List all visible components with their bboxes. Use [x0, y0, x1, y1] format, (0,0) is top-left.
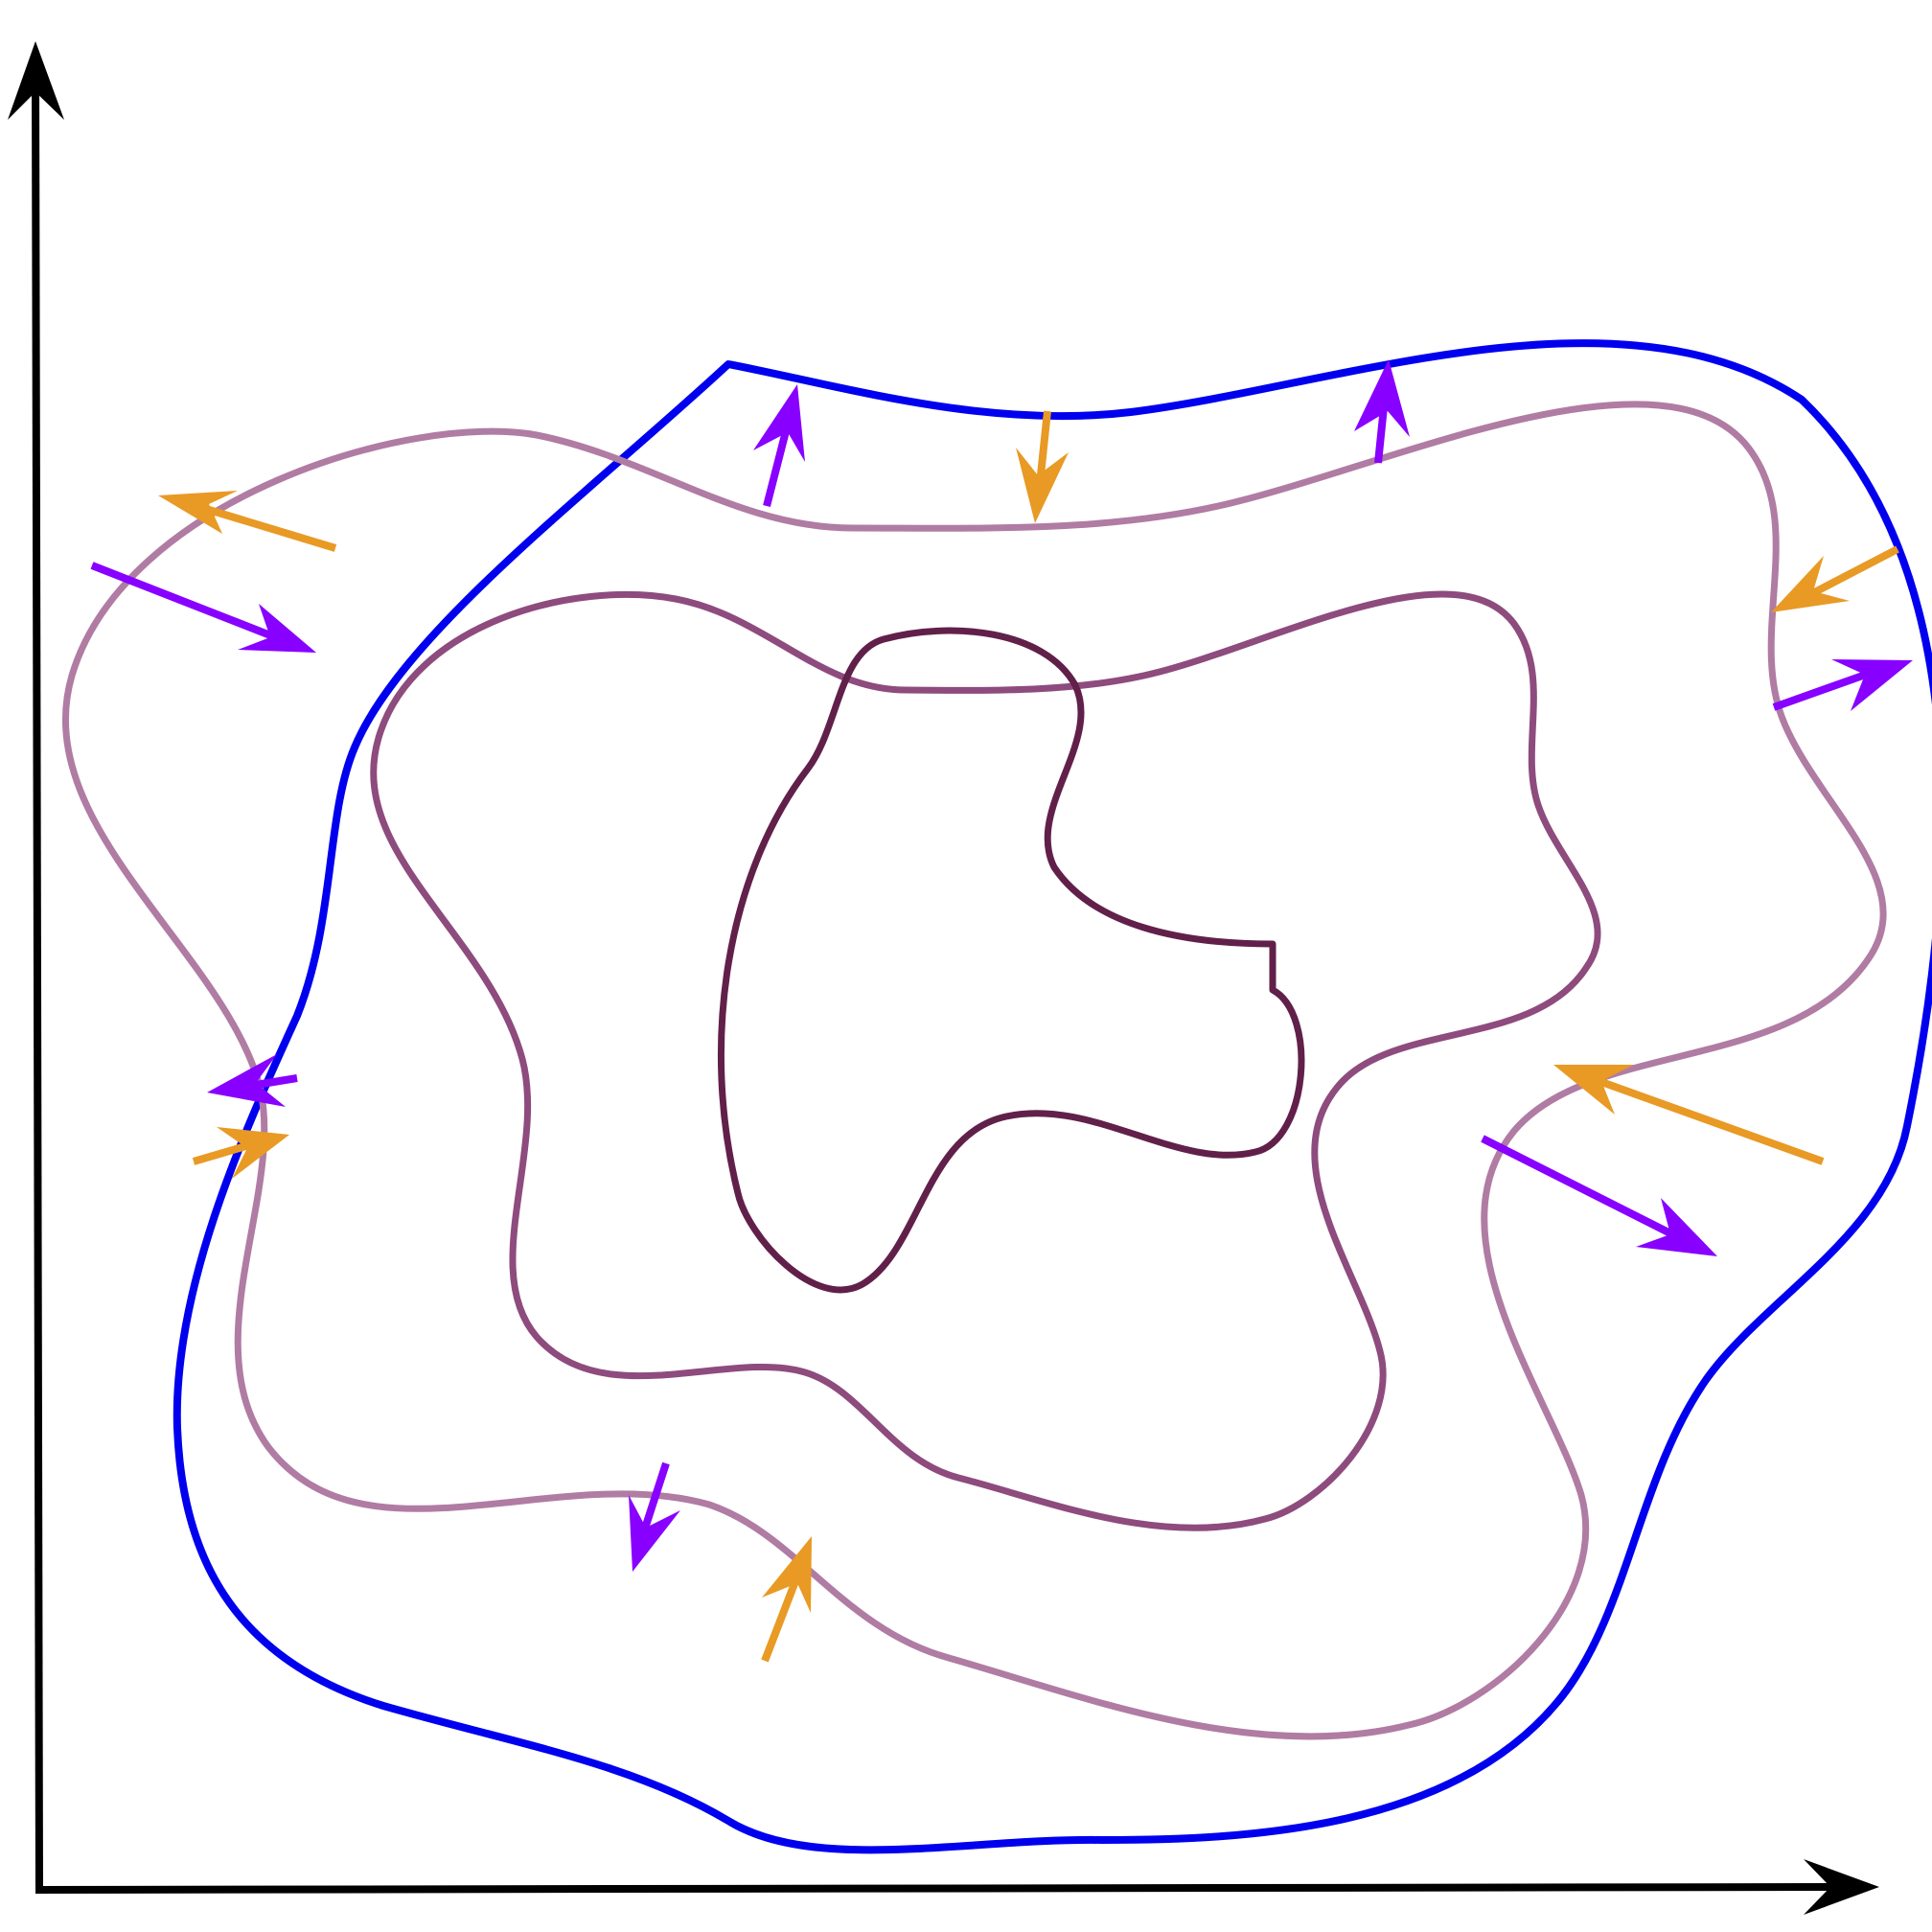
violet-arrowhead-right — [1831, 659, 1913, 711]
violet-arrowhead-top-right — [1354, 359, 1410, 437]
violet-arrowhead-left — [207, 1054, 286, 1107]
orange-arrow-top-center-left — [1036, 410, 1051, 485]
arrows — [90, 359, 1913, 1663]
violet-arrowhead-upper-left — [238, 604, 316, 653]
violet-arrowhead-bottom-center — [629, 1495, 680, 1572]
mauve-contour — [370, 590, 1601, 1531]
orange-arrow-bottom-center — [761, 1579, 799, 1663]
orange-arrowhead-lower-right — [1553, 1065, 1634, 1115]
orange-arrow-lower-right — [1589, 1074, 1825, 1165]
orange-arrowhead-upper-left — [158, 491, 238, 534]
orange-arrowhead-top-center-left — [1016, 448, 1069, 523]
x-axis-line — [34, 1883, 1841, 1894]
axes — [8, 41, 1879, 1915]
violet-arrowhead-lower-right — [1636, 1198, 1717, 1256]
violet-arrow-top-center-left — [763, 430, 790, 507]
y-axis-line — [32, 74, 43, 1891]
orange-arrow-upper-left — [195, 502, 337, 552]
y-axis-arrowhead — [8, 41, 64, 120]
x-axis-arrowhead — [1804, 1859, 1879, 1915]
orange-arrow-top-right — [1800, 545, 1899, 603]
violet-arrow-upper-left — [90, 562, 289, 646]
outer-blue-contour — [172, 339, 1932, 1854]
violet-arrow-right — [1772, 668, 1875, 711]
dark-plum-contour — [718, 627, 1305, 1294]
violet-arrowhead-top-center-left — [753, 384, 805, 462]
contours — [62, 339, 1932, 1854]
orange-arrowhead-left — [217, 1127, 289, 1179]
orange-arrowhead-top-right — [1771, 556, 1850, 612]
orange-arrowhead-bottom-center — [762, 1536, 812, 1613]
light-mauve-contour — [62, 401, 1887, 1740]
violet-arrow-bottom-center — [640, 1461, 670, 1533]
violet-arrow-lower-right — [1481, 1135, 1684, 1243]
orange-arrow-left — [192, 1141, 251, 1165]
